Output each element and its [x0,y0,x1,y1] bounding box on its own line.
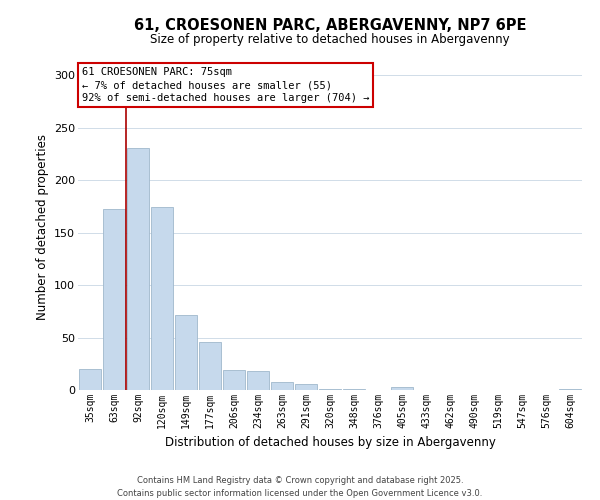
Bar [79,369,101,390]
Text: Size of property relative to detached houses in Abergavenny: Size of property relative to detached ho… [150,32,510,46]
Bar [199,342,221,390]
Bar [247,371,269,390]
Bar [103,208,125,390]
Bar [223,370,245,390]
Text: 61 CROESONEN PARC: 75sqm
← 7% of detached houses are smaller (55)
92% of semi-de: 61 CROESONEN PARC: 75sqm ← 7% of detache… [82,67,369,104]
Text: Contains HM Land Registry data © Crown copyright and database right 2025.
Contai: Contains HM Land Registry data © Crown c… [118,476,482,498]
Bar [559,389,581,390]
X-axis label: Distribution of detached houses by size in Abergavenny: Distribution of detached houses by size … [164,436,496,450]
Y-axis label: Number of detached properties: Number of detached properties [35,134,49,320]
Bar [127,148,149,390]
Text: 61, CROESONEN PARC, ABERGAVENNY, NP7 6PE: 61, CROESONEN PARC, ABERGAVENNY, NP7 6PE [134,18,526,32]
Bar [319,389,341,390]
Bar [175,314,197,390]
Bar [271,382,293,390]
Bar [151,206,173,390]
Bar [391,387,413,390]
Bar [295,384,317,390]
Bar [343,389,365,390]
